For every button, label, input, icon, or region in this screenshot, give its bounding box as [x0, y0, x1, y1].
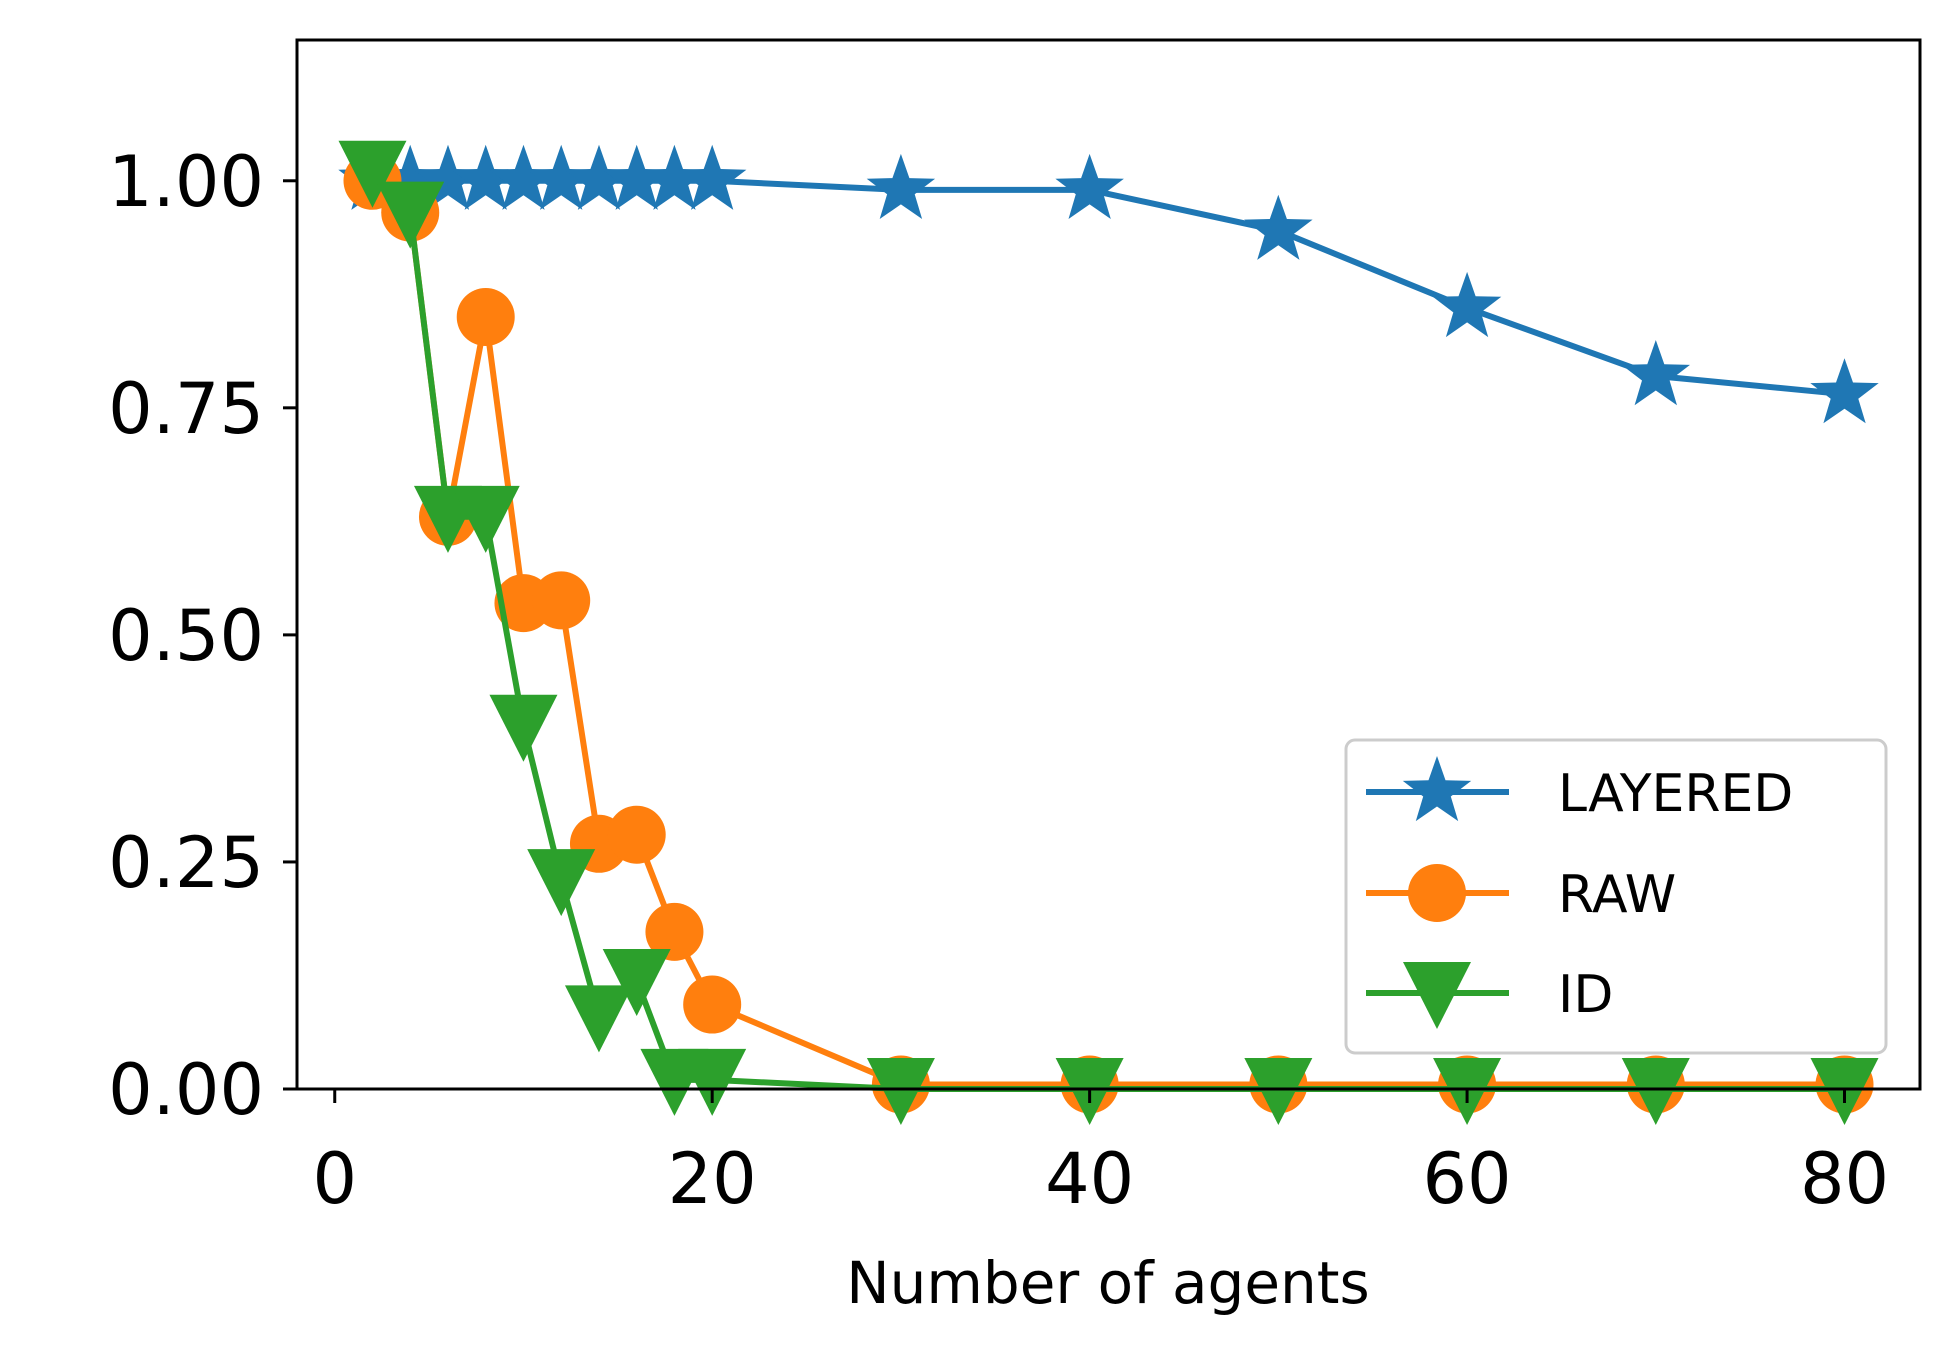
layered-point: [1432, 271, 1502, 338]
raw-point: [607, 805, 666, 864]
legend-marker-id: [1403, 962, 1471, 1029]
raw-point: [456, 288, 515, 347]
x-tick-label: 0: [312, 1138, 357, 1220]
layered-point: [1244, 194, 1313, 260]
id-point: [451, 485, 520, 553]
id-point: [866, 1058, 935, 1125]
legend-label: RAW: [1558, 865, 1676, 925]
y-tick-label: 0.00: [108, 1049, 264, 1131]
id-point: [678, 1048, 747, 1116]
y-tick-label: 0.25: [108, 822, 264, 904]
layered-point: [602, 144, 671, 210]
y-tick-label: 0.50: [108, 595, 264, 677]
id-point: [338, 140, 407, 208]
raw-line: [370, 178, 1845, 1088]
series-layered: [338, 144, 1879, 424]
legend-entry-raw: RAW: [1366, 864, 1676, 925]
legend-entry-layered: LAYERED: [1366, 756, 1793, 824]
layered-point: [640, 144, 709, 210]
legend-label: LAYERED: [1558, 764, 1793, 824]
layered-point: [376, 144, 445, 210]
x-tick-label: 40: [1045, 1138, 1134, 1220]
id-point: [527, 849, 596, 917]
layered-point: [1621, 340, 1690, 406]
x-tick-label: 20: [668, 1138, 757, 1220]
id-point: [1244, 1058, 1313, 1125]
layered-point: [527, 144, 596, 210]
x-tick-label: 60: [1423, 1138, 1512, 1220]
plot-area-frame: [295, 38, 1922, 1091]
legend-marker-layered: [1402, 756, 1472, 822]
y-tick-label: 0.75: [108, 368, 264, 450]
layered-point: [564, 144, 634, 210]
layered-point: [1055, 153, 1124, 219]
legend-frame: [1344, 738, 1888, 1055]
y-tick-label: 1.00: [108, 141, 264, 223]
layered-point: [451, 144, 520, 210]
y-axis: 0.00 0.25 0.50 0.75 1.00: [108, 141, 297, 1131]
raw-point: [683, 975, 742, 1034]
layered-point: [489, 144, 558, 210]
x-tick-label: 80: [1800, 1138, 1889, 1220]
id-point: [489, 694, 558, 762]
raw-point: [645, 902, 704, 961]
x-axis-title: Number of agents: [846, 1249, 1370, 1317]
layered-point: [1810, 358, 1879, 424]
legend-marker-raw: [1408, 864, 1466, 922]
series-layer: [338, 140, 1879, 1125]
legend-entry-id: ID: [1366, 962, 1613, 1029]
layered-point: [866, 153, 936, 219]
id-point: [602, 949, 671, 1017]
id-point: [564, 985, 633, 1053]
layered-point: [413, 144, 483, 210]
id-point: [376, 181, 445, 249]
x-axis: 0 20 40 60 80: [312, 1089, 1889, 1220]
legend-label: ID: [1558, 965, 1613, 1025]
id-point: [1621, 1058, 1690, 1125]
layered-point: [677, 144, 747, 210]
legend: LAYERED RAW ID: [1344, 738, 1888, 1055]
raw-point: [532, 571, 591, 630]
